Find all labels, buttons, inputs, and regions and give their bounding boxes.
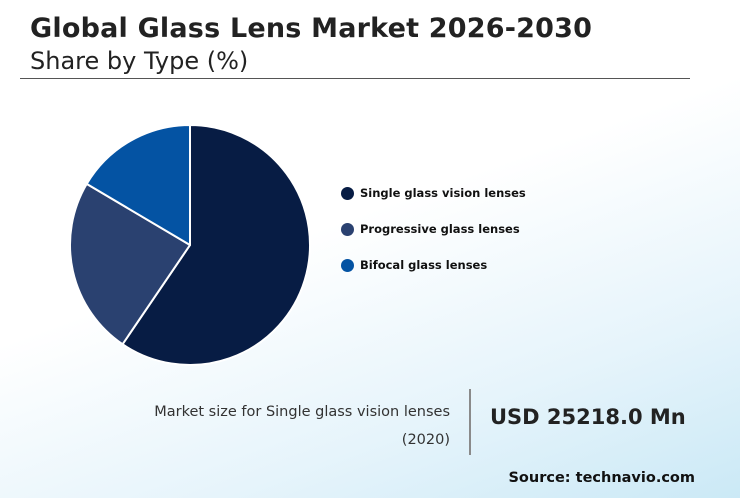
pie-chart [69, 124, 311, 366]
legend-label: Bifocal glass lenses [360, 258, 488, 272]
market-size-value: USD 25218.0 Mn [490, 405, 686, 429]
chart-subtitle: Share by Type (%) [30, 47, 249, 75]
legend-label: Progressive glass lenses [360, 222, 520, 236]
value-divider [469, 389, 471, 455]
chart-header: Global Glass Lens Market 2026-2030 Share… [30, 12, 592, 76]
legend-item: Bifocal glass lenses [341, 247, 526, 283]
market-size-caption: Market size for Single glass vision lens… [90, 398, 450, 454]
legend-item: Single glass vision lenses [341, 175, 526, 211]
legend-swatch [341, 258, 354, 272]
market-size-year: (2020) [401, 432, 450, 448]
legend-swatch [341, 186, 354, 200]
legend-swatch [341, 222, 354, 236]
chart-legend: Single glass vision lenses Progressive gl… [341, 175, 526, 283]
pie-slice-1 [121, 124, 311, 366]
pie-slice-3 [85, 124, 191, 246]
chart-title: Global Glass Lens Market 2026-2030 [30, 13, 593, 44]
pie-slice-2 [69, 182, 191, 346]
source-credit: Source: technavio.com [508, 470, 695, 486]
market-size-label: Market size for Single glass vision lens… [154, 404, 450, 420]
legend-item: Progressive glass lenses [341, 211, 526, 247]
legend-label: Single glass vision lenses [360, 186, 526, 200]
header-divider [20, 78, 690, 79]
